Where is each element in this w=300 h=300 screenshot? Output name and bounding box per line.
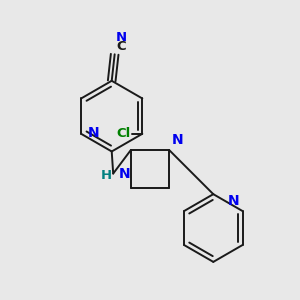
Text: H: H xyxy=(101,169,112,182)
Text: N: N xyxy=(88,126,99,140)
Text: N: N xyxy=(118,167,130,181)
Text: N: N xyxy=(116,31,127,44)
Text: N: N xyxy=(228,194,240,208)
Text: N: N xyxy=(172,133,184,147)
Text: Cl: Cl xyxy=(116,127,130,140)
Text: C: C xyxy=(116,40,126,53)
